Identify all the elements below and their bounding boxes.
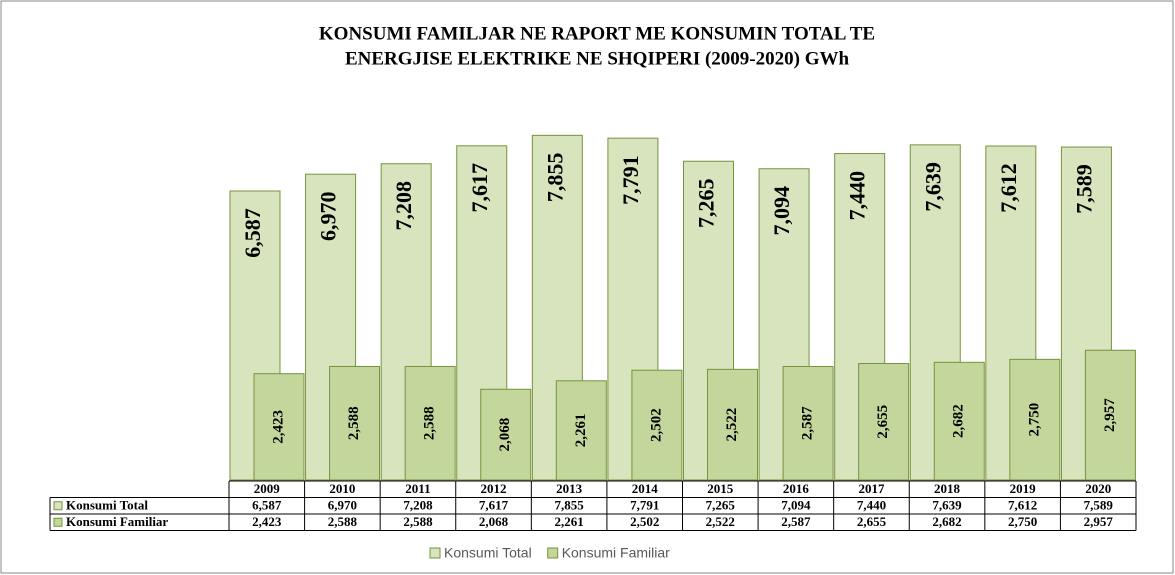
data-label: 2,682	[951, 404, 967, 438]
table-cell: 7,440	[857, 498, 886, 513]
table-cell: 7,612	[1008, 498, 1037, 513]
x-tick-label: 2014	[632, 481, 659, 496]
table-cell: 2,588	[403, 514, 433, 529]
x-tick-label: 2016	[783, 481, 810, 496]
table-cell: 2,957	[1084, 514, 1114, 529]
table-cell: 7,791	[630, 498, 659, 513]
legend-key	[53, 517, 63, 527]
table-row-label: Konsumi Total	[66, 498, 148, 513]
data-label: 7,617	[467, 163, 492, 213]
data-label: 2,502	[648, 408, 664, 442]
bar	[631, 369, 683, 481]
bar	[555, 380, 607, 481]
bar	[707, 368, 758, 481]
data-label: 7,855	[542, 153, 567, 203]
table-cell: 7,639	[932, 498, 962, 513]
bar	[782, 365, 834, 481]
bar	[329, 365, 381, 481]
bar	[1009, 358, 1061, 481]
data-label: 7,589	[1071, 164, 1096, 214]
x-tick-label: 2017	[858, 481, 885, 496]
data-label: 7,612	[996, 163, 1021, 213]
table-cell: 2,682	[932, 514, 961, 529]
x-tick-label: 2011	[405, 481, 430, 496]
table-cell: 2,588	[328, 514, 358, 529]
data-label: 2,588	[422, 406, 438, 440]
data-label: 2,957	[1102, 398, 1118, 432]
chart-title: KONSUMI FAMILJAR NE RAPORT ME KONSUMIN T…	[319, 23, 875, 44]
table-cell: 7,855	[555, 498, 585, 513]
bar	[404, 365, 456, 481]
x-tick-label: 2013	[556, 481, 583, 496]
data-label: 2,587	[800, 406, 816, 440]
data-label: 7,639	[920, 162, 945, 212]
table-cell: 2,068	[479, 514, 509, 529]
table-cell: 6,970	[328, 498, 357, 513]
bar	[858, 363, 910, 481]
bar	[1084, 349, 1136, 481]
legend-label: Konsumi Total	[444, 545, 532, 561]
data-label: 2,261	[573, 414, 589, 448]
x-tick-label: 2018	[934, 481, 961, 496]
x-tick-label: 2019	[1010, 481, 1037, 496]
table-cell: 6,587	[252, 498, 282, 513]
data-label: 7,440	[845, 171, 870, 221]
bar	[933, 361, 985, 481]
data-label: 6,587	[240, 208, 265, 257]
data-label: 7,265	[694, 178, 719, 228]
data-label: 2,522	[724, 408, 740, 442]
bar	[480, 388, 532, 481]
data-label: 2,655	[875, 405, 891, 439]
data-label: 7,208	[391, 181, 416, 231]
data-label: 2,068	[497, 418, 513, 452]
bar	[253, 373, 305, 481]
x-tick-label: 2015	[707, 481, 734, 496]
table-cell: 2,750	[1008, 514, 1037, 529]
data-label: 6,970	[316, 191, 341, 241]
table-cell: 7,617	[479, 498, 509, 513]
table-cell: 2,522	[706, 514, 735, 529]
x-tick-label: 2010	[329, 481, 355, 496]
data-label: 7,791	[618, 155, 643, 205]
legend-key	[429, 547, 441, 559]
x-tick-label: 2012	[481, 481, 507, 496]
table-cell: 2,423	[252, 514, 282, 529]
table-cell: 2,502	[630, 514, 659, 529]
x-tick-label: 2020	[1085, 481, 1111, 496]
chart-title: ENERGJISE ELEKTRIKE NE SHQIPERI (2009-20…	[345, 48, 850, 69]
table-cell: 2,655	[857, 514, 887, 529]
legend-key	[547, 547, 559, 559]
table-cell: 7,208	[403, 498, 433, 513]
data-label: 2,588	[346, 406, 362, 440]
x-tick-label: 2009	[254, 481, 281, 496]
legend-label: Konsumi Familiar	[562, 545, 670, 561]
table-cell: 7,589	[1084, 498, 1114, 513]
table-cell: 2,261	[555, 514, 584, 529]
legend-key	[53, 501, 63, 511]
table-cell: 7,094	[781, 498, 811, 513]
data-label: 2,423	[270, 410, 286, 444]
data-label: 7,094	[769, 186, 794, 236]
table-row-label: Konsumi Familiar	[66, 514, 168, 529]
table-cell: 2,587	[781, 514, 811, 529]
table-cell: 7,265	[706, 498, 736, 513]
data-label: 2,750	[1026, 403, 1042, 437]
